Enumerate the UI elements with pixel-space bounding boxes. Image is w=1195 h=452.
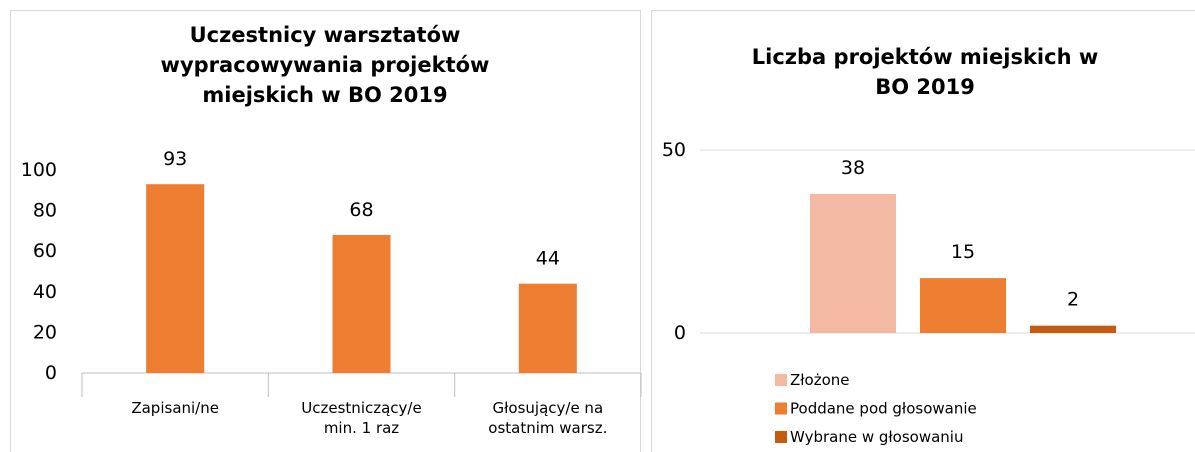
legend-swatch [775, 402, 787, 415]
bar [810, 193, 896, 333]
legend-label: Wybrane w głosowaniu [790, 428, 963, 446]
data-label: 68 [349, 198, 373, 220]
panel [10, 10, 641, 452]
bar [332, 234, 391, 373]
x-tick-label: Głosujący/e na ostatnim warsz. [488, 399, 607, 437]
x-tick-label: Zapisani/ne [131, 399, 219, 417]
y-tick-label: 20 [33, 321, 57, 343]
data-label: 38 [841, 156, 865, 178]
bar [920, 278, 1006, 333]
y-tick-label: 80 [33, 199, 57, 221]
data-label: 15 [951, 241, 975, 263]
data-label: 44 [536, 247, 560, 269]
data-label: 93 [163, 148, 187, 170]
chart-title: Liczba projektów miejskich w BO 2019 [752, 45, 1098, 99]
legend-swatch [775, 374, 787, 386]
legend-label: Złożone [790, 371, 850, 389]
panel [651, 10, 1195, 452]
bar [518, 283, 577, 373]
y-tick-label: 60 [33, 240, 57, 262]
legend-swatch [775, 431, 787, 443]
legend-label: Poddane pod głosowanie [790, 399, 977, 417]
y-tick-label: 0 [674, 322, 686, 344]
chart-title: Uczestnicy warsztatów wypracowywania proj… [161, 23, 490, 107]
bar [146, 184, 205, 373]
y-tick-label: 40 [33, 280, 57, 302]
y-tick-label: 100 [21, 159, 57, 181]
x-tick-label: Uczestniczący/e min. 1 raz [301, 399, 421, 437]
y-tick-label: 0 [45, 362, 57, 384]
y-tick-label: 50 [662, 139, 686, 161]
bar [1030, 325, 1116, 333]
data-label: 2 [1067, 288, 1079, 310]
